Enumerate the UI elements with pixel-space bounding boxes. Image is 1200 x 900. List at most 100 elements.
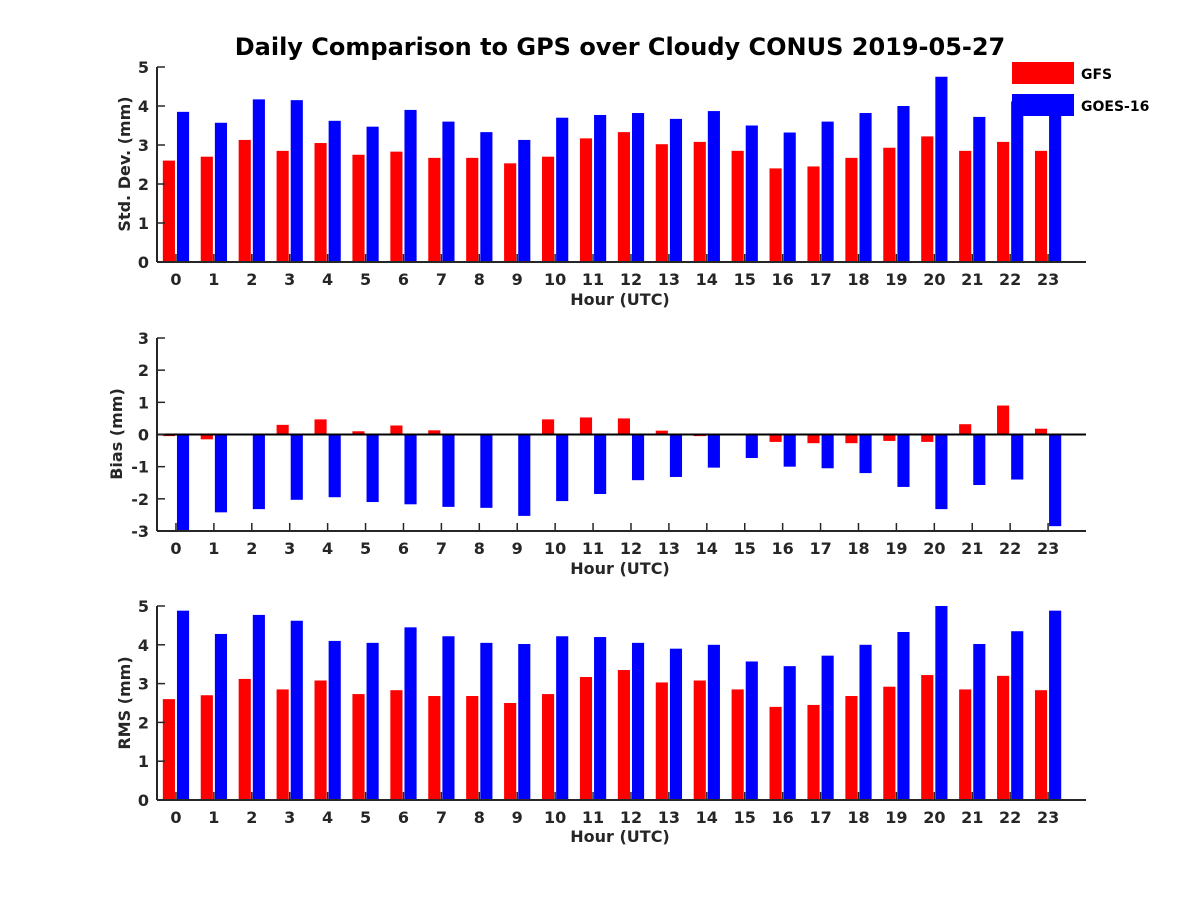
y-tick-label-rms: 0 (138, 791, 149, 810)
x-tick-label-bias: 13 (658, 539, 680, 558)
bar-rms-goes16-hour-4 (328, 640, 341, 800)
x-tick-label-rms: 0 (170, 808, 181, 827)
bar-rms-goes16-hour-1 (214, 633, 228, 800)
y-tick-label-rms: 2 (138, 713, 149, 732)
x-tick-label-rms: 2 (246, 808, 257, 827)
x-tick-label-std-dev: 1 (208, 270, 219, 289)
bar-std-dev-gfs-hour-11 (579, 138, 593, 262)
bar-bias-gfs-hour-5 (352, 431, 365, 435)
x-tick-label-rms: 8 (474, 808, 485, 827)
bar-bias-goes16-hour-1 (214, 434, 228, 513)
bar-std-dev-goes16-hour-15 (745, 125, 758, 262)
x-tick-label-std-dev: 5 (360, 270, 371, 289)
bar-std-dev-gfs-hour-13 (655, 144, 668, 262)
bar-bias-gfs-hour-12 (617, 418, 630, 435)
bar-bias-gfs-hour-16 (769, 434, 782, 442)
bar-rms-goes16-hour-5 (366, 642, 379, 800)
bar-std-dev-gfs-hour-3 (276, 150, 289, 262)
bar-std-dev-goes16-hour-19 (897, 106, 910, 262)
bar-bias-gfs-hour-6 (390, 425, 403, 435)
x-tick-label-std-dev: 4 (322, 270, 333, 289)
y-axis-label-std-dev: Std. Dev. (mm) (115, 96, 134, 231)
bar-std-dev-goes16-hour-17 (821, 121, 834, 262)
bar-rms-gfs-hour-12 (617, 670, 630, 800)
bar-bias-gfs-hour-13 (655, 430, 668, 435)
x-axis-label-bias: Hour (UTC) (570, 559, 670, 578)
x-tick-label-rms: 3 (284, 808, 295, 827)
bar-bias-gfs-hour-17 (807, 434, 820, 444)
bar-rms-gfs-hour-8 (466, 696, 479, 800)
bar-std-dev-gfs-hour-16 (769, 168, 782, 262)
bar-std-dev-goes16-hour-20 (935, 76, 948, 262)
x-tick-label-std-dev: 9 (512, 270, 523, 289)
bar-std-dev-gfs-hour-9 (504, 163, 517, 262)
bar-bias-goes16-hour-5 (366, 434, 379, 503)
bar-std-dev-gfs-hour-6 (390, 151, 403, 262)
x-tick-label-std-dev: 7 (436, 270, 447, 289)
bar-std-dev-goes16-hour-1 (214, 122, 228, 263)
bar-bias-goes16-hour-8 (480, 434, 493, 508)
y-tick-label-bias: 1 (138, 393, 149, 412)
bar-std-dev-gfs-hour-5 (352, 154, 365, 262)
bar-rms-gfs-hour-18 (845, 696, 858, 800)
bar-bias-gfs-hour-23 (1034, 428, 1048, 435)
x-tick-label-std-dev: 11 (582, 270, 604, 289)
x-tick-label-bias: 6 (398, 539, 409, 558)
bar-bias-goes16-hour-7 (442, 434, 455, 507)
bar-rms-goes16-hour-6 (404, 627, 417, 800)
bar-std-dev-gfs-hour-23 (1034, 150, 1048, 262)
bar-bias-goes16-hour-17 (821, 434, 834, 469)
legend-swatch-gfs (1012, 62, 1074, 84)
bar-rms-goes16-hour-22 (1011, 631, 1024, 800)
bar-std-dev-gfs-hour-4 (314, 143, 327, 262)
bar-rms-goes16-hour-10 (556, 636, 569, 800)
x-tick-label-rms: 19 (885, 808, 907, 827)
x-tick-label-bias: 21 (961, 539, 983, 558)
y-tick-label-rms: 1 (138, 752, 149, 771)
y-tick-label-bias: 2 (138, 361, 149, 380)
bar-rms-gfs-hour-11 (579, 677, 593, 800)
bar-rms-goes16-hour-16 (783, 666, 796, 800)
bar-std-dev-goes16-hour-6 (404, 109, 417, 263)
bar-bias-goes16-hour-10 (556, 434, 569, 502)
x-tick-label-rms: 10 (544, 808, 566, 827)
bar-std-dev-gfs-hour-12 (617, 132, 630, 262)
y-tick-label-bias: -2 (131, 490, 149, 509)
x-tick-label-std-dev: 23 (1037, 270, 1059, 289)
bar-rms-gfs-hour-6 (390, 690, 403, 800)
x-tick-label-std-dev: 22 (999, 270, 1021, 289)
x-tick-label-std-dev: 12 (620, 270, 642, 289)
bar-rms-goes16-hour-13 (669, 648, 683, 800)
bar-rms-gfs-hour-22 (997, 675, 1010, 800)
bar-std-dev-goes16-hour-22 (1011, 101, 1024, 262)
x-tick-label-std-dev: 21 (961, 270, 983, 289)
bar-bias-gfs-hour-7 (428, 430, 441, 435)
bar-bias-goes16-hour-9 (518, 434, 531, 516)
legend: GFS GOES-16 (1012, 62, 1149, 116)
bar-rms-gfs-hour-2 (238, 678, 251, 800)
bar-bias-goes16-hour-12 (631, 434, 645, 481)
x-tick-label-rms: 15 (734, 808, 756, 827)
bar-std-dev-gfs-hour-1 (200, 156, 213, 262)
x-tick-label-rms: 9 (512, 808, 523, 827)
x-tick-label-std-dev: 15 (734, 270, 756, 289)
bar-bias-goes16-hour-0 (176, 434, 190, 531)
bar-bias-goes16-hour-21 (973, 434, 986, 485)
bar-std-dev-goes16-hour-11 (594, 114, 607, 262)
y-tick-label-std-dev: 2 (138, 175, 149, 194)
y-tick-label-std-dev: 4 (138, 97, 149, 116)
bar-rms-goes16-hour-2 (252, 614, 265, 800)
bar-std-dev-gfs-hour-18 (845, 157, 858, 262)
bar-rms-gfs-hour-15 (731, 689, 744, 800)
bar-std-dev-goes16-hour-0 (176, 111, 190, 262)
x-tick-label-std-dev: 16 (772, 270, 794, 289)
legend-swatch-goes16 (1012, 94, 1074, 116)
bar-std-dev-goes16-hour-14 (707, 111, 720, 262)
x-tick-label-bias: 9 (512, 539, 523, 558)
x-tick-label-bias: 14 (696, 539, 718, 558)
bar-bias-gfs-hour-22 (997, 405, 1010, 435)
bar-std-dev-gfs-hour-8 (466, 157, 479, 262)
